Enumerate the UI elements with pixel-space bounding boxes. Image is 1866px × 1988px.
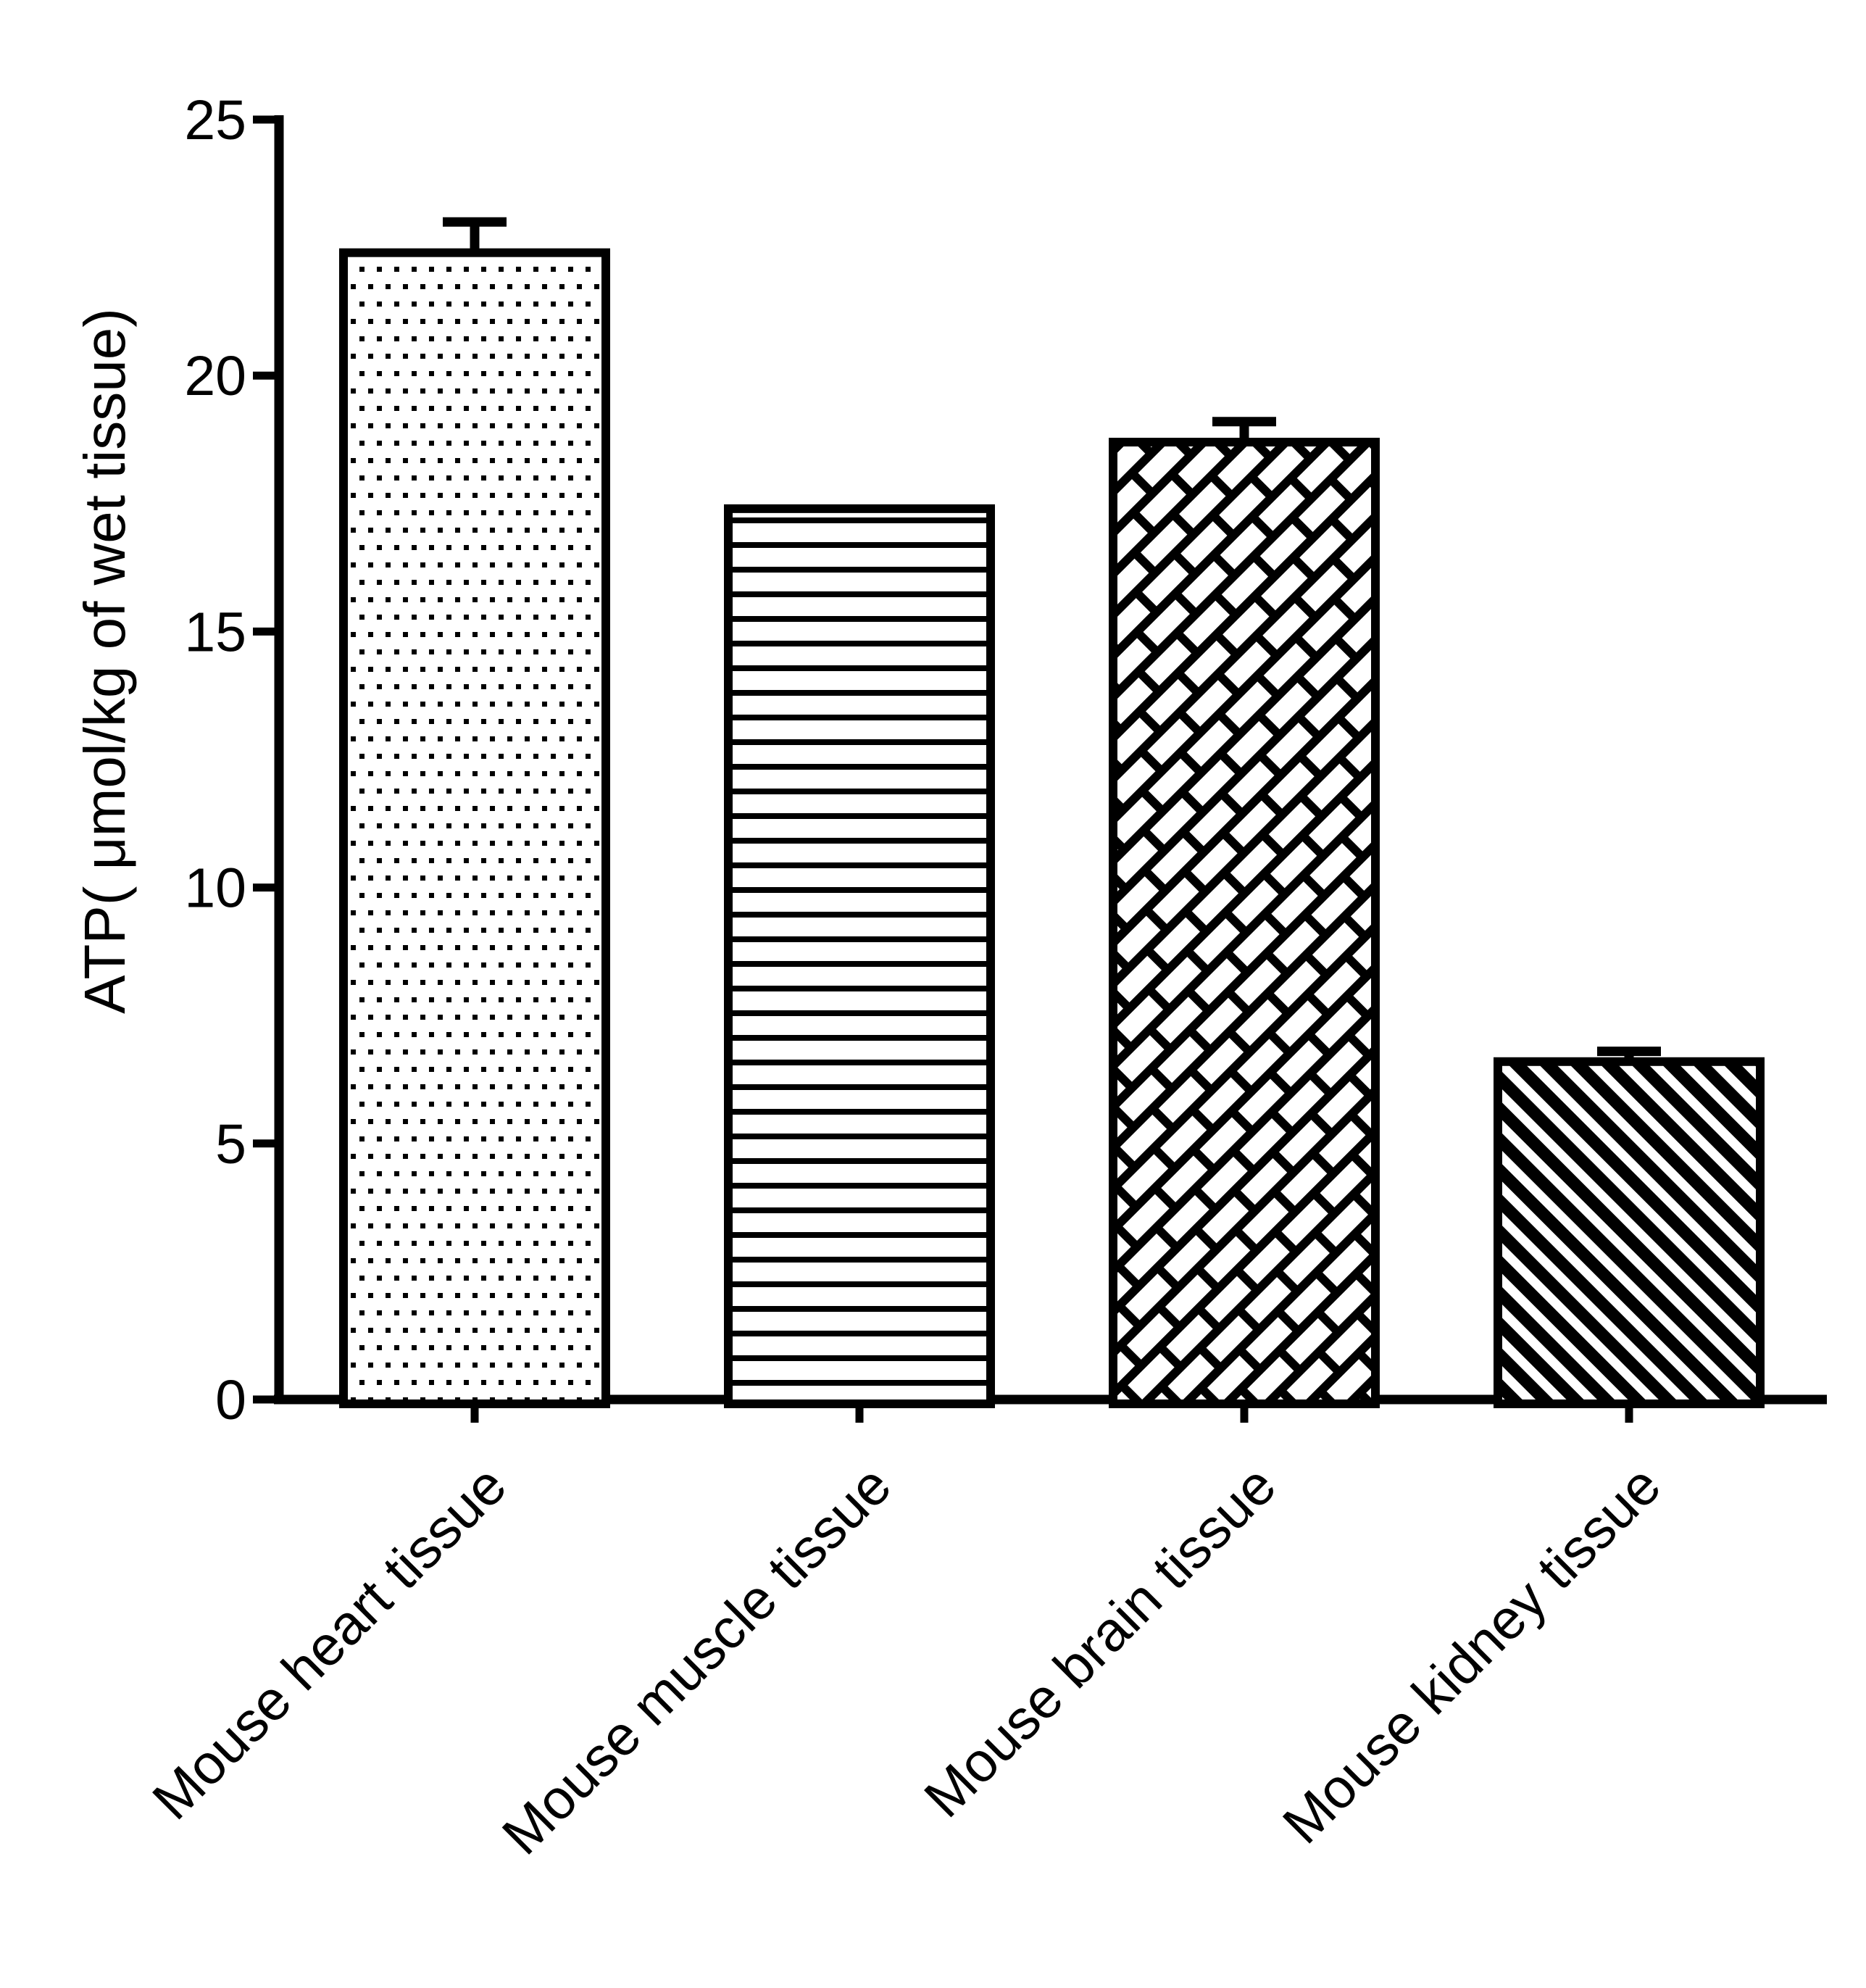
y-axis-title: ATP( μmol/kg of wet tissue) [72,308,137,1014]
y-axis-ticks: 0 5 10 15 20 25 [184,89,279,1431]
bar-mouse-muscle-tissue [724,504,995,1408]
y-tick-label: 5 [215,1113,246,1176]
bar-mouse-kidney-tissue [1494,1057,1765,1408]
bar-mouse-heart-tissue [339,248,610,1409]
x-category-label: Mouse muscle tissue [491,1454,903,1866]
bar-mouse-brain-tissue [1109,438,1380,1408]
error-bars [443,217,1661,1076]
x-category-label: Mouse heart tissue [141,1454,518,1831]
y-tick-label: 10 [184,857,246,920]
bars [339,248,1765,1409]
x-axis-ticks [470,1404,1633,1423]
x-category-label: Mouse brain tissue [912,1454,1288,1829]
y-tick-label: 15 [184,601,246,663]
y-tick-label: 25 [184,89,246,151]
y-tick-label: 20 [184,345,246,407]
x-category-label: Mouse kidney tissue [1271,1454,1673,1855]
y-tick-label: 0 [215,1369,246,1431]
